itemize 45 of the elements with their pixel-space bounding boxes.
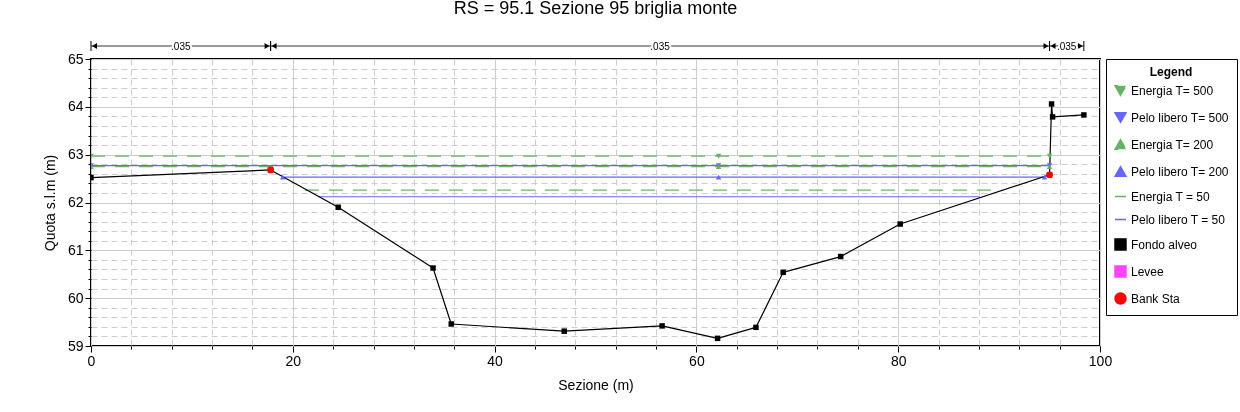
text: .035	[1056, 40, 1077, 52]
point	[561, 328, 567, 334]
chart-title: RS = 95.1 Sezione 95 briglia monte	[453, 0, 738, 18]
point	[897, 221, 903, 227]
y-tick-label: 62	[67, 194, 84, 210]
legend-label: Bank Sta	[1131, 291, 1181, 306]
x-tick-label: 80	[890, 352, 907, 369]
point	[1048, 101, 1055, 107]
point	[430, 265, 436, 271]
text: .035	[650, 40, 671, 52]
point	[335, 204, 341, 211]
legend-label: Energia T = 50	[1131, 189, 1210, 204]
y-tick-label: 63	[67, 146, 84, 163]
point	[1081, 112, 1087, 118]
point	[1041, 174, 1048, 180]
legend-label: Levee	[1131, 264, 1165, 279]
point	[715, 174, 722, 180]
x-tick-label: 20	[285, 352, 302, 369]
x-tick-label: 100	[1088, 352, 1113, 369]
x-axis-title: Sezione (m)	[558, 376, 634, 393]
y-tick-label: 64	[67, 98, 84, 115]
y-tick-label: 61	[67, 241, 84, 258]
legend-label: Pelo libero T= 500	[1131, 110, 1229, 125]
legend-label: Energia T= 200	[1131, 137, 1214, 152]
point	[753, 324, 759, 331]
y-axis-title: Quota s.l.m (m)	[41, 154, 58, 252]
y-tick-label: 65	[67, 50, 84, 67]
point	[1046, 153, 1053, 159]
point	[780, 269, 786, 276]
point	[715, 153, 722, 159]
point	[448, 321, 454, 327]
x-tick-label: 40	[487, 352, 504, 369]
point	[1049, 114, 1056, 120]
legend-title: Legend	[1149, 65, 1193, 79]
point	[659, 323, 665, 329]
legend-label: Fondo alveo	[1131, 237, 1198, 252]
y-tick-label: 60	[67, 289, 84, 306]
legend-label: Pelo libero T= 200	[1131, 164, 1229, 179]
legend-label: Energia T= 500	[1131, 83, 1214, 98]
y-tick-label: 59	[67, 337, 84, 354]
x-tick-label: 0	[87, 352, 96, 369]
point	[279, 174, 286, 180]
x-tick-label: 60	[689, 352, 705, 369]
legend-label: Pelo libero T = 50	[1131, 212, 1226, 227]
text: .035	[171, 40, 191, 52]
